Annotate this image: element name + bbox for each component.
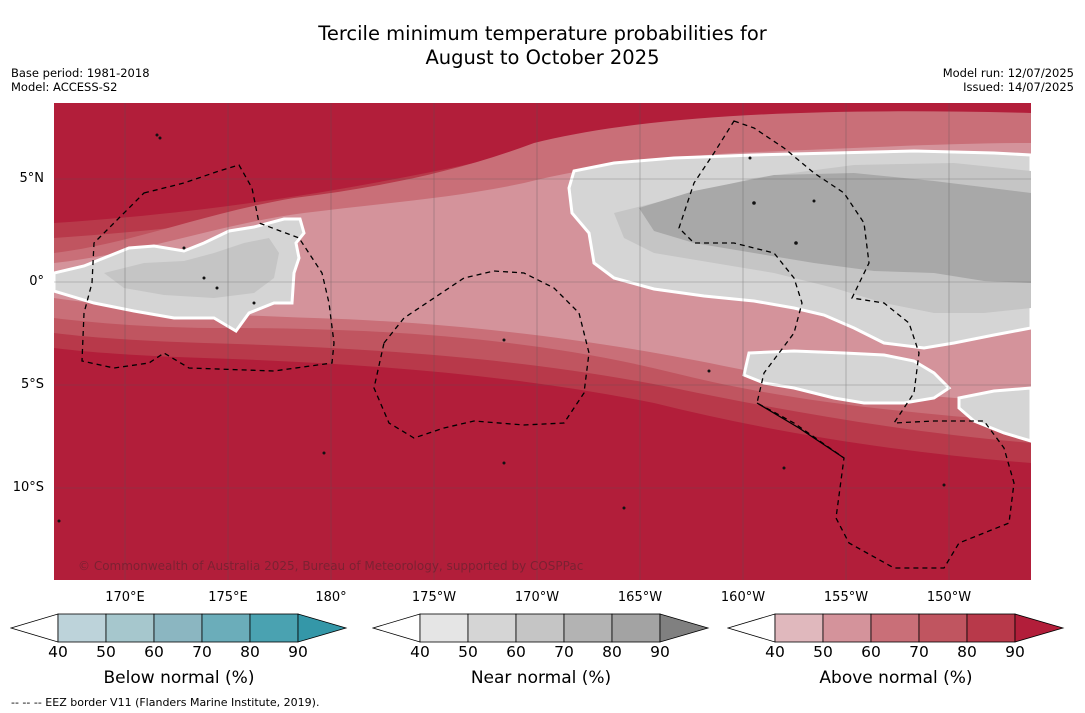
- lon-label-170w: 170°W: [514, 590, 560, 605]
- eez-borders: [81, 120, 1015, 569]
- eez-legend-note: -- -- -- EEZ border V11 (Flanders Marine…: [11, 696, 320, 709]
- colorbar-below-title: Below normal (%): [103, 668, 255, 688]
- colorbar-above-normal: [727, 613, 1065, 643]
- lon-label-160w: 160°W: [720, 590, 766, 605]
- colorbar-above-tick-80: 80: [957, 643, 977, 661]
- title-line-1: Tercile minimum temperature probabilitie…: [318, 22, 767, 45]
- lon-label-155w: 155°W: [823, 590, 869, 605]
- colorbar-below-segment-50: [105, 613, 155, 643]
- colorbar-above-segment-60: [870, 613, 920, 643]
- colorbar-near-title: Near normal (%): [470, 668, 612, 688]
- colorbar-above-tick-50: 50: [813, 643, 833, 661]
- boundary-solid: [756, 402, 845, 459]
- lon-label-175e: 175°E: [208, 590, 248, 605]
- colorbar-below-over-triangle: [297, 613, 348, 643]
- near-60-west-zone: [104, 238, 279, 298]
- lon-label-165w: 165°W: [617, 590, 663, 605]
- lat-label-10s: 10°S: [12, 480, 44, 495]
- colorbar-below-segments: [10, 613, 348, 643]
- colorbar-below-tick-80: 80: [240, 643, 260, 661]
- lon-label-150w: 150°W: [926, 590, 972, 605]
- lat-label-0: 0°: [29, 274, 44, 289]
- colorbar-near-tick-50: 50: [458, 643, 478, 661]
- colorbar-below-normal: [10, 613, 348, 643]
- graticule: [54, 103, 1031, 580]
- colorbar-below-segment-40: [57, 613, 107, 643]
- colorbar-below-tick-40: 40: [48, 643, 68, 661]
- colorbar-near-tick-60: 60: [506, 643, 526, 661]
- run-info: Model run: 12/07/2025 Issued: 14/07/2025: [943, 66, 1074, 94]
- issued-date: Issued: 14/07/2025: [963, 80, 1074, 94]
- colorbar-near-segment-70: [563, 613, 613, 643]
- colorbar-below-tick-60: 60: [144, 643, 164, 661]
- near-normal-east-zone: [957, 386, 1031, 443]
- colorbar-below-tick-70: 70: [192, 643, 212, 661]
- near-70-central-zone: [639, 173, 1031, 283]
- probability-map: [54, 103, 1031, 580]
- lon-label-170e: 170°E: [105, 590, 145, 605]
- colorbar-near-segment-50: [467, 613, 517, 643]
- colorbar-below-segment-80: [249, 613, 299, 643]
- colorbar-near-tick-40: 40: [410, 643, 430, 661]
- colorbar-near-segment-60: [515, 613, 565, 643]
- lat-label-5s: 5°S: [20, 377, 44, 392]
- colorbar-below-segment-70: [201, 613, 251, 643]
- model-run-date: Model run: 12/07/2025: [942, 66, 1074, 80]
- colorbar-above-segments: [727, 613, 1065, 643]
- title-line-2: August to October 2025: [425, 46, 660, 69]
- model-info: Base period: 1981-2018 Model: ACCESS-S2: [11, 66, 150, 94]
- colorbar-near-segment-40: [419, 613, 469, 643]
- colorbar-below-segment-60: [153, 613, 203, 643]
- base-period: Base period: 1981-2018: [11, 66, 150, 80]
- colorbar-near-over-triangle: [659, 613, 710, 643]
- lon-label-180: 180°: [315, 590, 347, 605]
- colorbar-above-tick-60: 60: [861, 643, 881, 661]
- colorbar-above-segment-80: [966, 613, 1016, 643]
- colorbar-above-tick-40: 40: [765, 643, 785, 661]
- colorbar-near-normal: [372, 613, 710, 643]
- colorbar-near-tick-80: 80: [602, 643, 622, 661]
- colorbar-near-segment-80: [611, 613, 661, 643]
- islands: [57, 133, 946, 523]
- colorbar-near-segments: [372, 613, 710, 643]
- colorbar-above-tick-70: 70: [909, 643, 929, 661]
- lon-label-175w: 175°W: [411, 590, 457, 605]
- map-title: Tercile minimum temperature probabilitie…: [0, 22, 1085, 70]
- colorbar-near-tick-90: 90: [650, 643, 670, 661]
- colorbar-above-under-triangle: [727, 613, 776, 643]
- colorbar-above-segment-50: [822, 613, 872, 643]
- model-name: Model: ACCESS-S2: [11, 80, 118, 94]
- colorbar-above-tick-90: 90: [1005, 643, 1025, 661]
- copyright-notice: © Commonwealth of Australia 2025, Bureau…: [78, 559, 584, 573]
- colorbar-below-tick-50: 50: [96, 643, 116, 661]
- lat-label-5n: 5°N: [19, 171, 45, 186]
- near-normal-southeast-zone: [742, 349, 952, 405]
- colorbar-above-segment-40: [774, 613, 824, 643]
- colorbar-near-tick-70: 70: [554, 643, 574, 661]
- colorbar-below-tick-90: 90: [288, 643, 308, 661]
- colorbar-above-title: Above normal (%): [819, 668, 973, 688]
- colorbar-near-under-triangle: [372, 613, 421, 643]
- colorbar-above-over-triangle: [1014, 613, 1065, 643]
- colorbar-above-segment-70: [918, 613, 968, 643]
- map-canvas: [54, 103, 1031, 580]
- colorbar-below-under-triangle: [10, 613, 59, 643]
